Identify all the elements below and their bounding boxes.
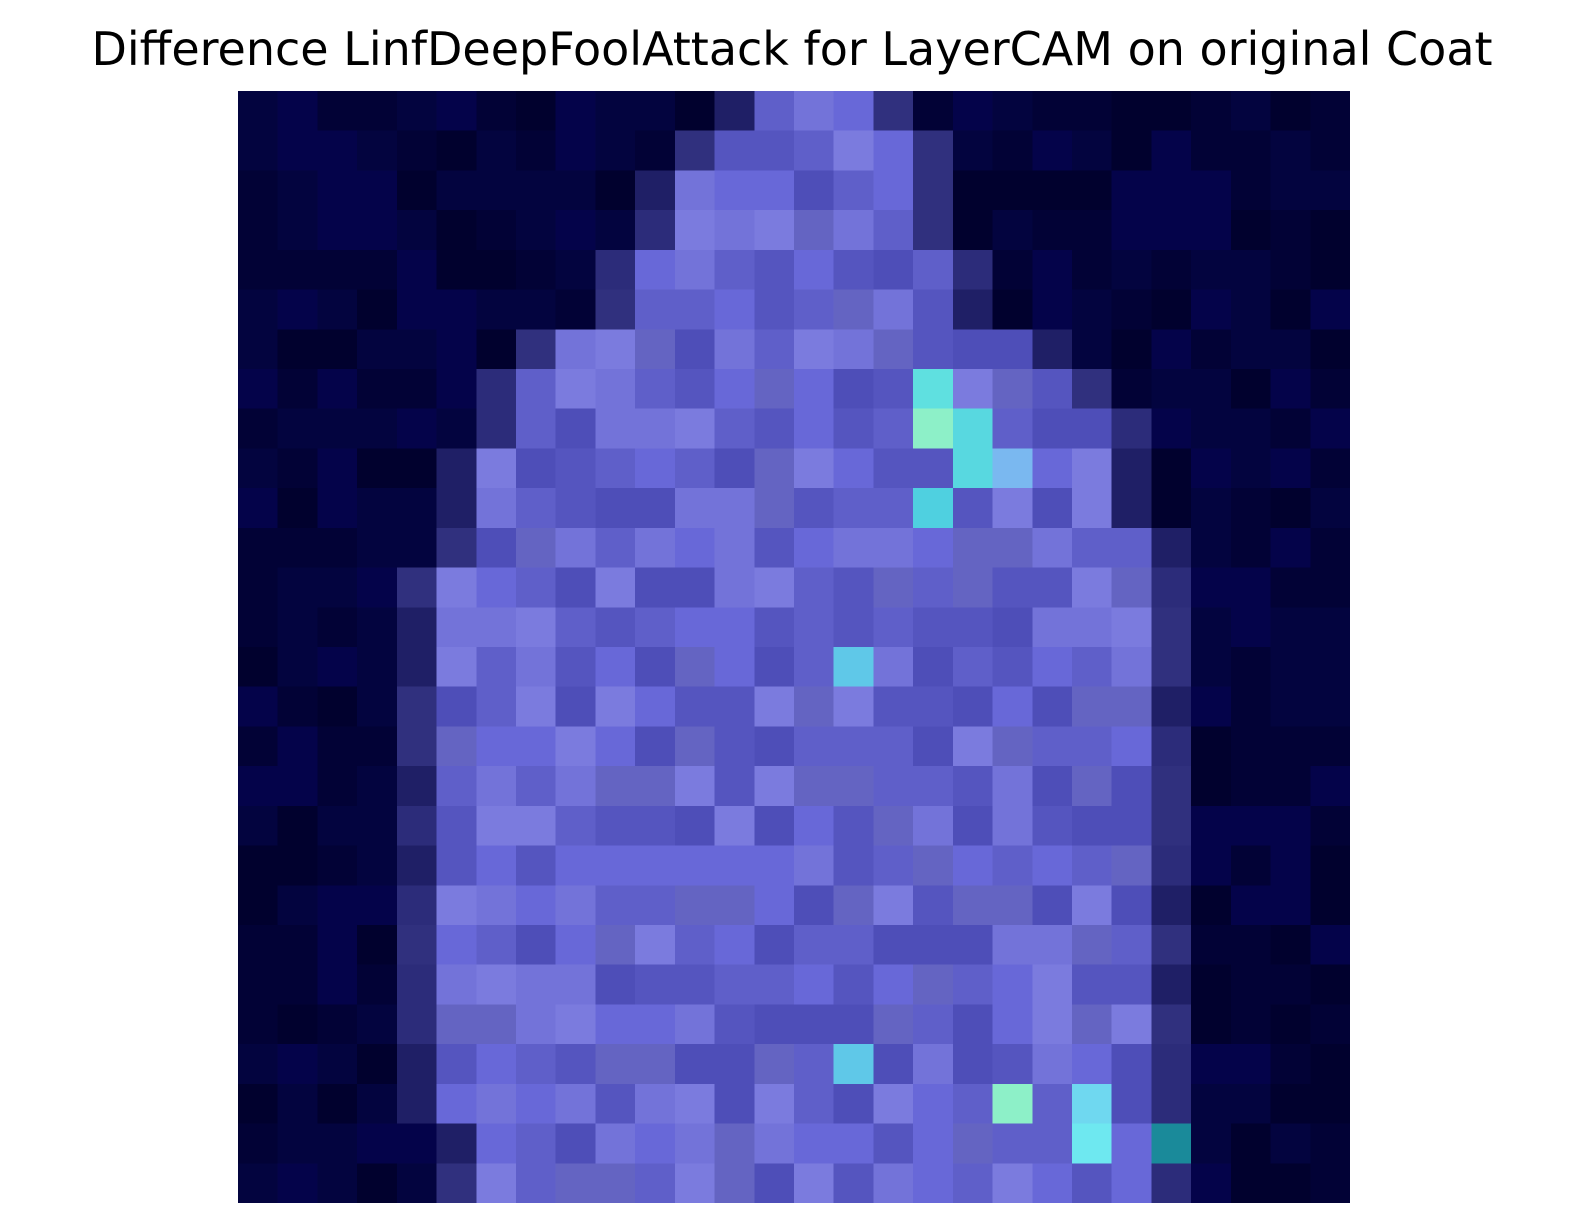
heatmap-image [238, 91, 1350, 1203]
figure-title: Difference LinfDeepFoolAttack for LayerC… [91, 22, 1493, 76]
